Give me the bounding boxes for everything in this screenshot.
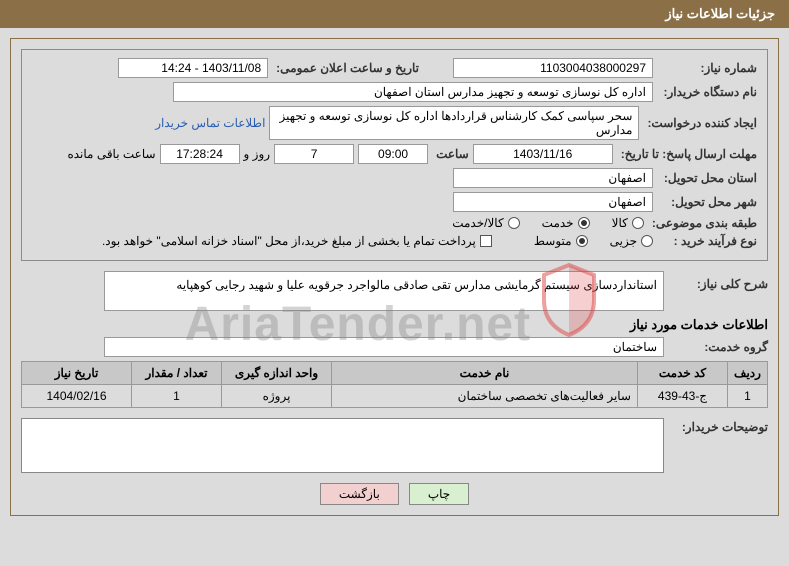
payment-checkbox[interactable] — [480, 235, 492, 247]
delivery-province-value: اصفهان — [453, 168, 653, 188]
radio-goods-service[interactable]: کالا/خدمت — [452, 216, 519, 230]
row-category: طبقه بندی موضوعی: کالا خدمت کالا/خدمت — [32, 216, 757, 230]
radio-goods-icon — [632, 217, 644, 229]
table-row: 1 ج-43-439 سایر فعالیت‌های تخصصی ساختمان… — [22, 385, 768, 408]
print-button[interactable]: چاپ — [409, 483, 469, 505]
td-need-date: 1404/02/16 — [22, 385, 132, 408]
category-label: طبقه بندی موضوعی: — [648, 216, 757, 230]
radio-goods[interactable]: کالا — [612, 216, 644, 230]
radio-partial[interactable]: جزیی — [610, 234, 653, 248]
announce-datetime-value: 1403/11/08 - 14:24 — [118, 58, 268, 78]
table-header-row: ردیف کد خدمت نام خدمت واحد اندازه گیری ت… — [22, 362, 768, 385]
need-number-value: 1103004038000297 — [453, 58, 653, 78]
row-buyer-notes: توضیحات خریدار: — [21, 414, 768, 473]
days-and-label: روز و — [244, 147, 271, 161]
td-code: ج-43-439 — [638, 385, 728, 408]
row-city: شهر محل تحویل: اصفهان — [32, 192, 757, 212]
radio-goods-service-icon — [508, 217, 520, 229]
delivery-city-label: شهر محل تحویل: — [657, 195, 757, 209]
buyer-org-value: اداره کل نوسازی توسعه و تجهیز مدارس استا… — [173, 82, 653, 102]
process-type-label: نوع فرآیند خرید : — [657, 234, 757, 248]
row-need-number: شماره نیاز: 1103004038000297 تاریخ و ساع… — [32, 58, 757, 78]
row-service-group: گروه خدمت: ساختمان — [21, 337, 768, 357]
services-title: اطلاعات خدمات مورد نیاز — [21, 317, 768, 333]
radio-medium-icon — [576, 235, 588, 247]
radio-medium-label: متوسط — [534, 234, 572, 248]
radio-service[interactable]: خدمت — [542, 216, 590, 230]
td-row: 1 — [728, 385, 768, 408]
page-container: جزئیات اطلاعات نیاز شماره نیاز: 11030040… — [0, 0, 789, 516]
row-need-desc: شرح کلی نیاز: استانداردسازی سیستم گرمایش… — [21, 271, 768, 311]
radio-service-label: خدمت — [542, 216, 574, 230]
td-qty: 1 — [132, 385, 222, 408]
delivery-province-label: استان محل تحویل: — [657, 171, 757, 185]
button-row: چاپ بازگشت — [21, 483, 768, 505]
buyer-notes-label: توضیحات خریدار: — [668, 414, 768, 434]
header-bar: جزئیات اطلاعات نیاز — [0, 0, 789, 28]
payment-note-group: پرداخت تمام یا بخشی از مبلغ خرید،از محل … — [102, 234, 492, 248]
radio-goods-service-label: کالا/خدمت — [452, 216, 503, 230]
row-buyer-org: نام دستگاه خریدار: اداره کل نوسازی توسعه… — [32, 82, 757, 102]
service-group-value: ساختمان — [104, 337, 664, 357]
service-group-label: گروه خدمت: — [668, 340, 768, 354]
days-remaining-value: 7 — [274, 144, 354, 164]
services-table: ردیف کد خدمت نام خدمت واحد اندازه گیری ت… — [21, 361, 768, 408]
deadline-time-value: 09:00 — [358, 144, 428, 164]
th-code: کد خدمت — [638, 362, 728, 385]
requester-label: ایجاد کننده درخواست: — [643, 116, 757, 130]
payment-note-text: پرداخت تمام یا بخشی از مبلغ خرید،از محل … — [102, 234, 476, 248]
th-need-date: تاریخ نیاز — [22, 362, 132, 385]
radio-service-icon — [578, 217, 590, 229]
deadline-time-label: ساعت — [432, 147, 469, 161]
header-title: جزئیات اطلاعات نیاز — [665, 6, 775, 21]
back-button[interactable]: بازگشت — [320, 483, 399, 505]
td-name: سایر فعالیت‌های تخصصی ساختمان — [332, 385, 638, 408]
radio-partial-icon — [641, 235, 653, 247]
row-process-type: نوع فرآیند خرید : جزیی متوسط پرداخت تمام… — [32, 234, 757, 248]
th-unit: واحد اندازه گیری — [222, 362, 332, 385]
delivery-city-value: اصفهان — [453, 192, 653, 212]
radio-partial-label: جزیی — [610, 234, 637, 248]
td-unit: پروژه — [222, 385, 332, 408]
row-requester: ایجاد کننده درخواست: سحر سپاسی کمک کارشن… — [32, 106, 757, 140]
remaining-label: ساعت باقی مانده — [67, 147, 155, 161]
radio-medium[interactable]: متوسط — [534, 234, 588, 248]
need-number-label: شماره نیاز: — [657, 61, 757, 75]
deadline-date-value: 1403/11/16 — [473, 144, 613, 164]
th-qty: تعداد / مقدار — [132, 362, 222, 385]
buyer-contact-link[interactable]: اطلاعات تماس خریدار — [155, 116, 265, 130]
content-frame: شماره نیاز: 1103004038000297 تاریخ و ساع… — [10, 38, 779, 516]
row-deadline: مهلت ارسال پاسخ: تا تاریخ: 1403/11/16 سا… — [32, 144, 757, 164]
need-desc-value: استانداردسازی سیستم گرمایشی مدارس تقی صا… — [104, 271, 664, 311]
need-desc-label: شرح کلی نیاز: — [668, 271, 768, 291]
th-name: نام خدمت — [332, 362, 638, 385]
announce-datetime-label: تاریخ و ساعت اعلان عمومی: — [272, 61, 419, 75]
buyer-notes-textarea[interactable] — [21, 418, 664, 473]
buyer-org-label: نام دستگاه خریدار: — [657, 85, 757, 99]
th-row: ردیف — [728, 362, 768, 385]
requester-value: سحر سپاسی کمک کارشناس قراردادها اداره کل… — [269, 106, 639, 140]
main-panel: شماره نیاز: 1103004038000297 تاریخ و ساع… — [21, 49, 768, 261]
hours-remaining-value: 17:28:24 — [160, 144, 240, 164]
deadline-label: مهلت ارسال پاسخ: تا تاریخ: — [617, 147, 757, 161]
row-province: استان محل تحویل: اصفهان — [32, 168, 757, 188]
radio-goods-label: کالا — [612, 216, 628, 230]
